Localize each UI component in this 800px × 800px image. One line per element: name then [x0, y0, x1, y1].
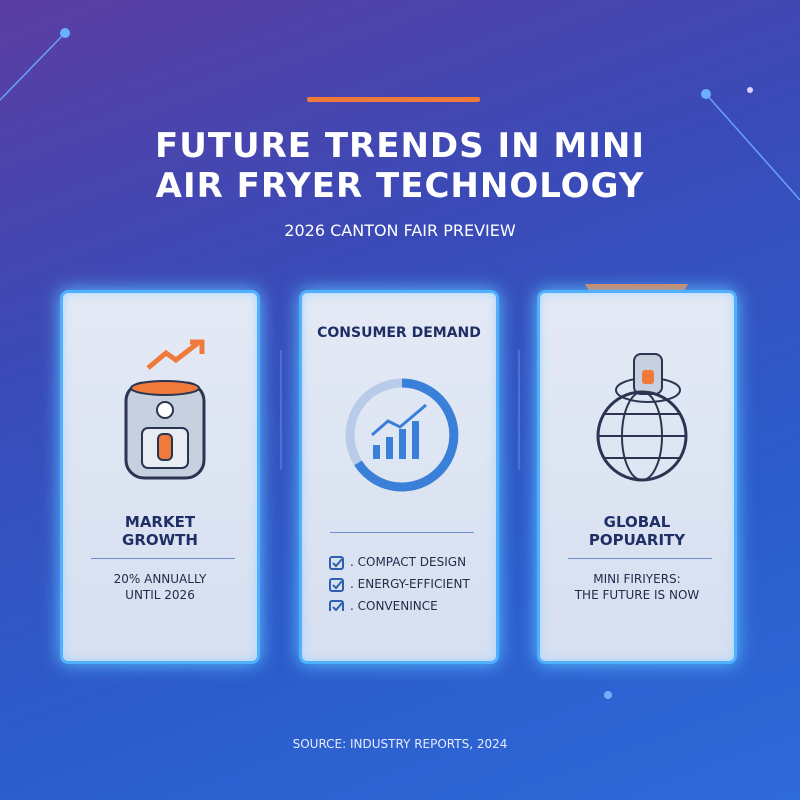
card-label: GROWTH	[122, 531, 198, 549]
source: SOURCE: INDUSTRY REPORTS, 2024	[292, 737, 508, 751]
card-text: THE FUTURE IS NOW	[574, 588, 700, 602]
divider	[568, 558, 712, 559]
globe-icon	[596, 353, 688, 482]
list-item: . ENERGY-EFFICIENT	[350, 577, 470, 591]
card-label: POPUARITY	[588, 531, 686, 549]
title-line: AIR FRYER TECHNOLOGY	[155, 166, 645, 206]
card-label: MARKET	[124, 513, 196, 531]
divider	[330, 532, 474, 533]
card-text: UNTIL 2026	[125, 588, 195, 602]
card: GLOBAL POPUARITY MINI FIRIYERS: THE FUTU…	[537, 290, 737, 664]
card-text: MINI FIRIYERS:	[593, 572, 681, 586]
subtitle: 2026 CANTON FAIR PREVIEW	[284, 221, 516, 240]
check-icons	[329, 556, 344, 611]
fryer-icon	[124, 339, 206, 480]
card: MARKET GROWTH 20% ANNUALLY UNTIL 2026	[60, 290, 260, 664]
list-item: . CONVENINCE	[350, 599, 438, 613]
list-item: . COMPACT DESIGN	[350, 555, 467, 569]
card-text: 20% ANNUALLY	[113, 572, 207, 586]
donut-icon	[345, 378, 459, 492]
card: CONSUMER DEMAND . COMPACT DESIGN . ENERG…	[299, 290, 499, 664]
card-label: GLOBAL	[603, 513, 671, 531]
card-label: CONSUMER DEMAND	[317, 325, 481, 341]
divider	[91, 558, 235, 559]
title-line: FUTURE TRENDS IN MINI	[154, 126, 645, 166]
